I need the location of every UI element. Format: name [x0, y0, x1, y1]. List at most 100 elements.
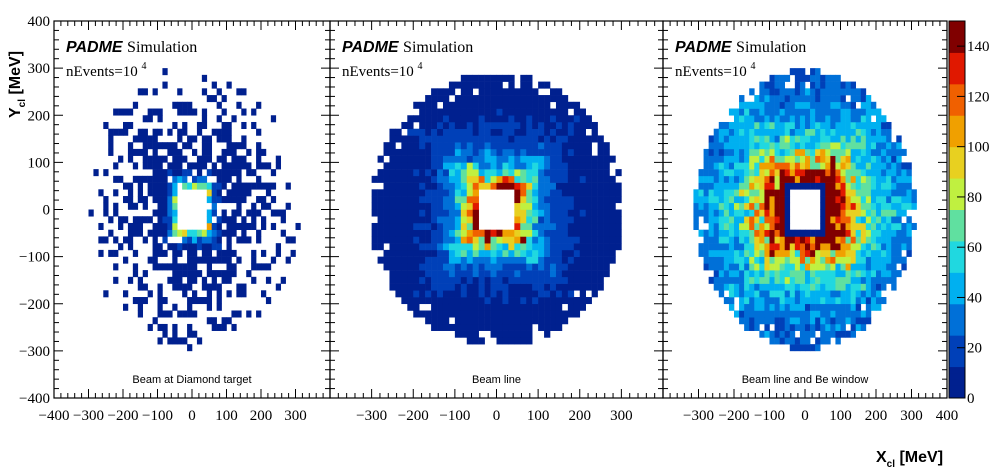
- heatmap-cell: [835, 337, 841, 345]
- heatmap-cell: [265, 202, 272, 210]
- heatmap-cell: [881, 256, 887, 264]
- heatmap-cell: [739, 303, 745, 311]
- heatmap-cell: [162, 330, 168, 338]
- heatmap-cell: [759, 209, 765, 217]
- heatmap-cell: [226, 256, 232, 264]
- heatmap-cell: [201, 142, 208, 150]
- heatmap-cell: [544, 236, 551, 244]
- heatmap-cell: [246, 148, 252, 156]
- heatmap-cell: [784, 297, 791, 305]
- heatmap-cell: [845, 196, 851, 204]
- heatmap-cell: [508, 249, 515, 257]
- heatmap-cell: [789, 283, 796, 291]
- heatmap-cell: [896, 182, 902, 190]
- heatmap-cell: [520, 169, 527, 177]
- heatmap-cell: [172, 303, 178, 311]
- colorbar-segment: [949, 209, 965, 217]
- heatmap-cell: [784, 169, 791, 177]
- heatmap-cell: [901, 148, 907, 156]
- heatmap-cell: [820, 310, 826, 318]
- heatmap-cell: [597, 196, 604, 204]
- heatmap-cell: [182, 229, 188, 237]
- heatmap-cell: [561, 196, 569, 204]
- heatmap-cell: [906, 175, 912, 183]
- heatmap-cell: [799, 115, 806, 123]
- heatmap-cell: [764, 101, 770, 109]
- heatmap-cell: [840, 175, 846, 183]
- heatmap-cell: [573, 236, 581, 244]
- heatmap-cell: [734, 216, 740, 224]
- heatmap-cell: [425, 121, 432, 130]
- heatmap-cell: [490, 303, 497, 311]
- heatmap-cell: [835, 108, 841, 116]
- heatmap-cell: [508, 108, 515, 116]
- heatmap-cell: [840, 135, 846, 143]
- heatmap-cell: [850, 256, 857, 264]
- heatmap-cell: [764, 108, 770, 116]
- heatmap-cell: [759, 88, 765, 96]
- heatmap-cell: [774, 276, 780, 284]
- heatmap-cell: [754, 148, 760, 156]
- heatmap-cell: [514, 290, 521, 298]
- heatmap-cell: [182, 155, 188, 163]
- heatmap-cell: [407, 121, 414, 130]
- heatmap-cell: [246, 209, 252, 217]
- heatmap-cell: [226, 196, 232, 204]
- heatmap-cell: [850, 155, 857, 163]
- heatmap-cell: [472, 216, 479, 224]
- heatmap-cell: [520, 74, 527, 82]
- heatmap-cell: [508, 290, 515, 298]
- heatmap-cell: [526, 276, 533, 284]
- heatmap-cell: [779, 95, 786, 103]
- heatmap-cell: [401, 283, 408, 291]
- heatmap-cell: [703, 202, 709, 210]
- heatmap-cell: [484, 182, 491, 190]
- heatmap-cell: [431, 88, 438, 96]
- heatmap-cell: [901, 243, 907, 251]
- heatmap-cell: [127, 243, 134, 251]
- heatmap-cell: [520, 128, 527, 136]
- heatmap-cell: [478, 115, 485, 123]
- heatmap-cell: [508, 101, 515, 109]
- heatmap-cell: [759, 169, 765, 177]
- heatmap-cell: [567, 243, 575, 251]
- heatmap-cell: [211, 276, 217, 284]
- heatmap-cell: [437, 148, 444, 156]
- heatmap-cell: [840, 128, 846, 136]
- colorbar-segment: [949, 96, 965, 104]
- heatmap-cell: [147, 256, 153, 264]
- heatmap-cell: [413, 189, 420, 197]
- heatmap-cell: [389, 142, 396, 150]
- heatmap-cell: [502, 121, 509, 130]
- heatmap-cell: [502, 101, 509, 109]
- heatmap-cell: [865, 135, 872, 143]
- heatmap-cell: [784, 330, 791, 338]
- heatmap-cell: [431, 236, 438, 244]
- heatmap-cell: [784, 270, 791, 278]
- heatmap-cell: [478, 297, 485, 305]
- heatmap-cell: [550, 142, 557, 150]
- heatmap-cell: [810, 303, 816, 311]
- heatmap-cell: [231, 222, 237, 230]
- heatmap-cell: [448, 303, 456, 311]
- heatmap-cell: [810, 330, 816, 338]
- heatmap-cell: [508, 175, 515, 183]
- heatmap-cell: [127, 236, 134, 244]
- heatmap-cell: [502, 95, 509, 103]
- heatmap-cell: [739, 108, 745, 116]
- heatmap-cell: [544, 330, 551, 338]
- heatmap-cell: [830, 88, 836, 96]
- heatmap-cell: [448, 175, 456, 183]
- heatmap-cell: [911, 189, 917, 197]
- heatmap-cell: [407, 216, 414, 224]
- heatmap-cell: [718, 169, 725, 177]
- heatmap-cell: [845, 283, 851, 291]
- heatmap-cell: [744, 182, 750, 190]
- heatmap-cell: [142, 196, 148, 204]
- heatmap-cell: [157, 323, 163, 331]
- heatmap-cell: [544, 216, 551, 224]
- heatmap-cell: [830, 270, 836, 278]
- heatmap-cell: [573, 202, 581, 210]
- heatmap-cell: [490, 270, 497, 278]
- heatmap-cell: [567, 249, 575, 257]
